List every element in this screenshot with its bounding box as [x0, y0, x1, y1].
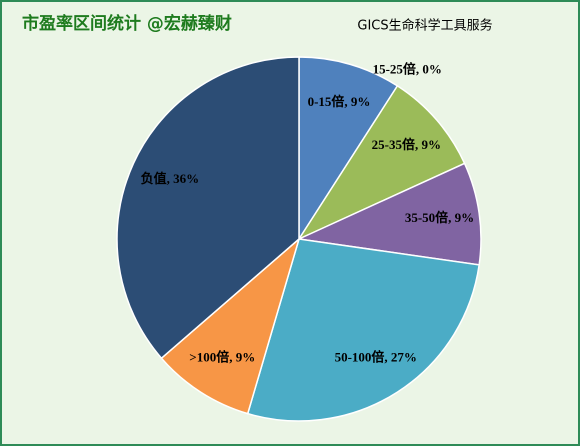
- pie-slice: [160, 236, 301, 415]
- data-label: >100倍, 9%: [189, 349, 255, 364]
- chart-title: 市盈率区间统计 @宏赫臻财: [22, 13, 232, 34]
- data-label: 负值, 36%: [141, 171, 200, 186]
- pie-slice: [246, 238, 480, 422]
- data-label: 35-50倍, 9%: [405, 210, 474, 225]
- data-label: 15-25倍, 0%: [373, 62, 442, 77]
- pie-slice: [296, 162, 482, 266]
- pie-slice: [116, 56, 300, 360]
- pie-slice: [298, 56, 399, 242]
- data-label: 0-15倍, 9%: [308, 94, 371, 109]
- chart-subtitle: GICS生命科学工具服务: [357, 18, 492, 34]
- pie-slice: [296, 84, 466, 241]
- data-label: 25-35倍, 9%: [372, 137, 441, 152]
- data-label: 50-100倍, 27%: [335, 349, 417, 364]
